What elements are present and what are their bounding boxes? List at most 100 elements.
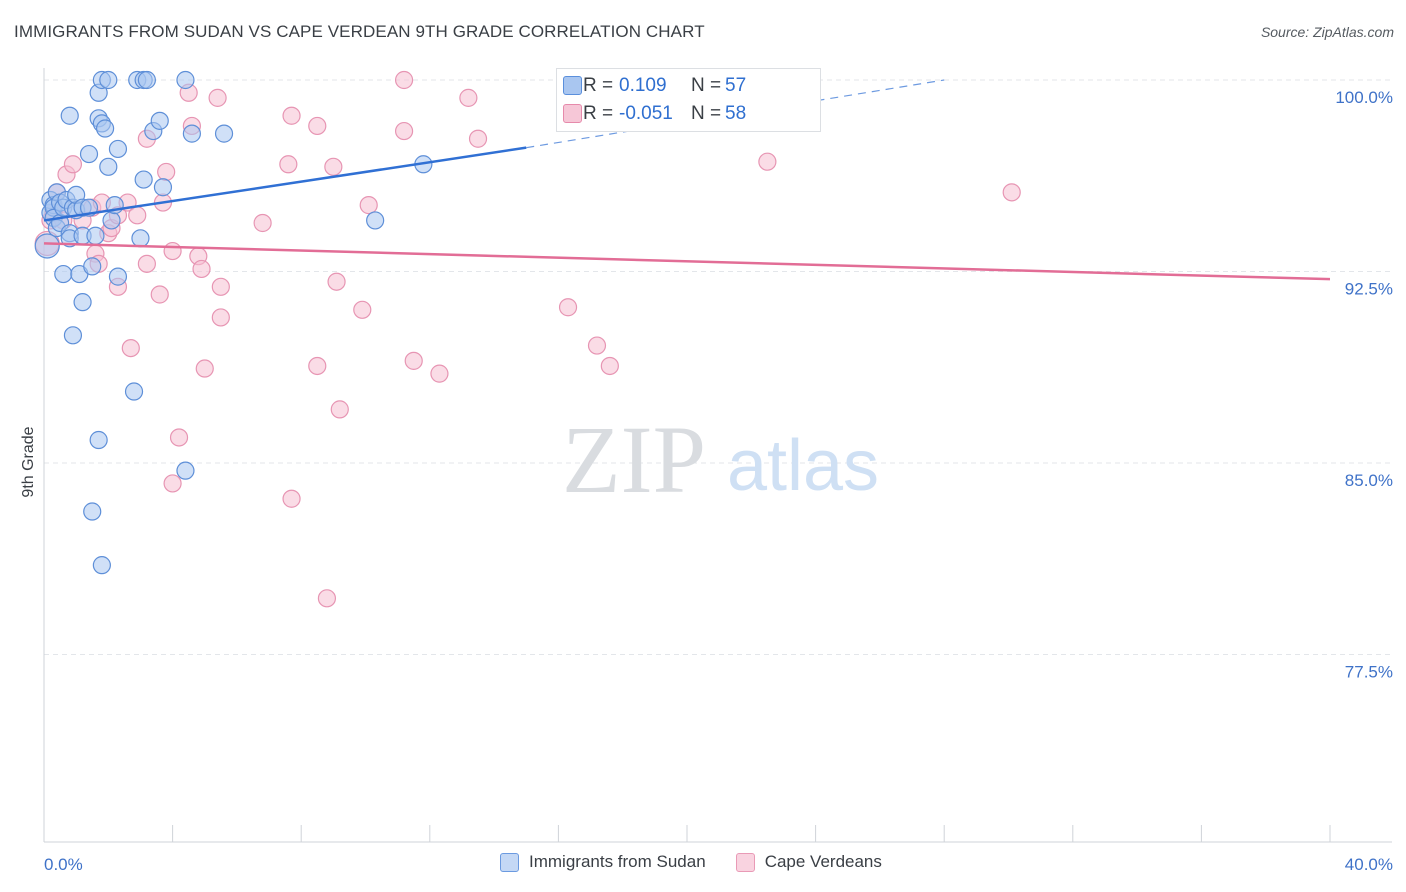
trend-line-cape-verdeans [43, 242, 1331, 281]
point-sudan [108, 139, 128, 159]
point-sudan [102, 211, 121, 230]
point-sudan [131, 229, 150, 248]
point-sudan [99, 70, 118, 90]
point-cape-verdeans [282, 106, 301, 125]
point-cape-verdeans [758, 152, 777, 171]
point-sudan [124, 382, 144, 401]
r-value: 0.109 [619, 75, 667, 96]
point-sudan [214, 124, 234, 143]
axes [43, 68, 1392, 843]
point-cape-verdeans [279, 155, 298, 174]
point-sudan [95, 119, 115, 138]
point-cape-verdeans [359, 196, 378, 215]
point-cape-verdeans [211, 277, 230, 296]
point-cape-verdeans [330, 400, 349, 419]
stats-swatch-pink [563, 104, 582, 123]
point-sudan [54, 264, 73, 284]
point-cape-verdeans [317, 589, 337, 608]
point-cape-verdeans [157, 162, 176, 182]
n-value: 58 [725, 103, 747, 124]
tick-labels: 100.0% 92.5% 85.0% 77.5% 0.0% 40.0% [44, 88, 1393, 874]
point-sudan [176, 70, 195, 90]
point-cape-verdeans [468, 129, 488, 148]
point-sudan [153, 178, 173, 197]
correlation-stats-box: R = 0.109 N = 57 R = -0.051 N = 58 [556, 68, 821, 132]
point-cape-verdeans [353, 300, 372, 319]
point-cape-verdeans [394, 121, 414, 141]
stats-row-sudan: R = 0.109 N = 57 [563, 73, 747, 99]
point-cape-verdeans [404, 351, 423, 370]
point-cape-verdeans [459, 88, 478, 107]
point-sudan [83, 502, 102, 521]
point-cape-verdeans [394, 70, 414, 90]
point-sudan [89, 430, 108, 450]
grid-lines [44, 79, 1392, 655]
watermark-zip: ZIP [562, 406, 706, 513]
point-cape-verdeans [430, 364, 449, 383]
point-cape-verdeans [558, 298, 578, 317]
chart-title: IMMIGRANTS FROM SUDAN VS CAPE VERDEAN 9T… [14, 22, 705, 41]
point-cape-verdeans [192, 259, 211, 279]
legend-label-cape-verdeans: Cape Verdeans [764, 852, 882, 871]
n-label: N = [691, 75, 722, 96]
point-sudan [182, 124, 201, 143]
r-value: -0.051 [619, 103, 673, 124]
point-sudan [34, 233, 60, 259]
point-sudan [73, 293, 92, 312]
point-cape-verdeans [600, 356, 619, 376]
point-cape-verdeans [195, 359, 214, 378]
point-sudan [83, 257, 102, 276]
point-sudan [99, 157, 118, 176]
point-cape-verdeans [211, 308, 230, 327]
source-credit: Source: ZipAtlas.com [1260, 24, 1394, 40]
point-sudan [60, 106, 79, 125]
point-cape-verdeans [1002, 183, 1021, 202]
point-cape-verdeans [150, 285, 169, 304]
legend-item-sudan[interactable]: Immigrants from Sudan [500, 852, 706, 872]
y-axis-label: 9th Grade [20, 426, 37, 497]
point-cape-verdeans [327, 272, 346, 291]
x-tick-label: 0.0% [44, 855, 83, 874]
y-tick-label: 85.0% [1345, 471, 1393, 490]
point-sudan [366, 211, 385, 230]
point-cape-verdeans [282, 489, 301, 508]
point-cape-verdeans [253, 213, 272, 233]
point-cape-verdeans [169, 428, 189, 447]
watermark-atlas: atlas [727, 426, 879, 506]
point-sudan [92, 556, 111, 575]
point-sudan [108, 267, 128, 286]
n-value: 57 [725, 75, 747, 96]
point-sudan [63, 326, 83, 345]
series-sudan-points [34, 70, 433, 575]
point-cape-verdeans [121, 339, 140, 358]
point-sudan [137, 70, 156, 90]
point-sudan [79, 144, 99, 164]
trend-line-sudan [43, 146, 527, 222]
legend-item-cape-verdeans[interactable]: Cape Verdeans [735, 852, 882, 872]
point-cape-verdeans [137, 254, 156, 273]
point-sudan [150, 111, 169, 130]
point-sudan [134, 170, 153, 189]
n-label: N = [691, 103, 722, 124]
point-cape-verdeans [128, 206, 147, 225]
point-cape-verdeans [208, 88, 227, 107]
y-tick-label: 77.5% [1345, 663, 1393, 682]
point-cape-verdeans [163, 241, 182, 261]
series-cape-verdeans-points [34, 70, 1021, 608]
legend-label-sudan: Immigrants from Sudan [529, 852, 706, 871]
r-label: R = [583, 75, 614, 96]
y-tick-label: 100.0% [1335, 88, 1393, 107]
point-cape-verdeans [324, 157, 343, 176]
chart-legend: Immigrants from Sudan Cape Verdeans [500, 852, 912, 872]
point-cape-verdeans [308, 356, 327, 376]
x-tick-label: 40.0% [1345, 855, 1393, 874]
point-cape-verdeans [587, 336, 607, 355]
stats-row-cape-verdeans: R = -0.051 N = 58 [563, 101, 747, 127]
y-tick-label: 92.5% [1345, 280, 1393, 299]
point-cape-verdeans [308, 116, 327, 136]
point-sudan [86, 226, 105, 245]
r-label: R = [583, 103, 614, 124]
point-cape-verdeans [63, 155, 83, 174]
stats-swatch-blue [563, 76, 582, 95]
